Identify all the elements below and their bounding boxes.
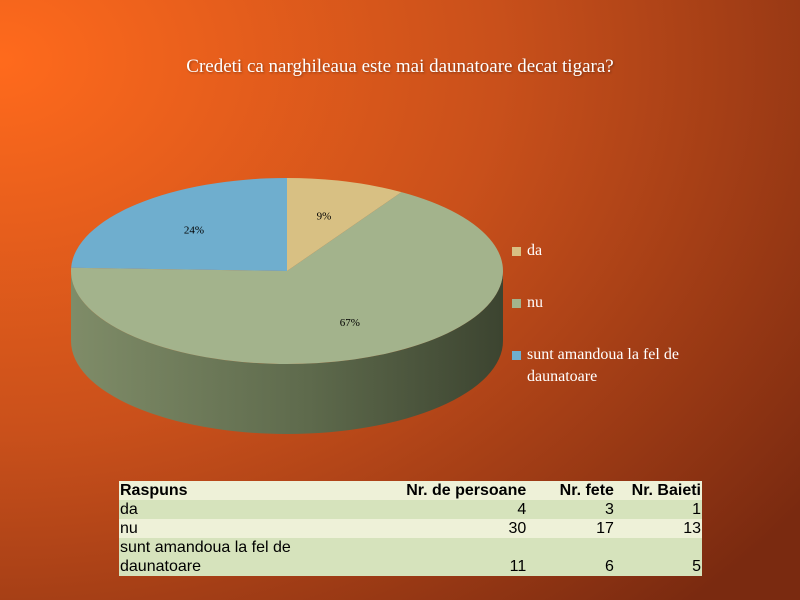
pie-side [71, 271, 503, 434]
legend-swatch-both [512, 351, 521, 360]
pie-slice-both [71, 178, 287, 271]
table-cell: 3 [527, 500, 615, 519]
table-header-cell: Nr. Baieti [614, 481, 702, 500]
table-cell: 4 [388, 500, 528, 519]
table-cell: 11 [388, 538, 528, 576]
table-cell: nu [119, 519, 389, 538]
table-header-cell: Nr. fete [527, 481, 615, 500]
table-cell: 5 [614, 538, 702, 576]
table-cell: 13 [614, 519, 702, 538]
pie-slice-nu [70, 192, 503, 364]
table-cell: da [119, 500, 389, 519]
legend-label-da: da [527, 242, 543, 259]
table-row: nu 30 17 13 [119, 519, 702, 538]
pie-label-da: 9% [317, 211, 332, 223]
responses-table: Raspuns Nr. de persoane Nr. fete Nr. Bai… [119, 481, 702, 576]
legend-label-nu: nu [527, 294, 543, 311]
chart-title: Credeti ca narghileaua este mai daunatoa… [186, 56, 614, 77]
legend-item-da: da [510, 240, 740, 262]
table-header-cell: Raspuns [119, 481, 389, 500]
legend-item-both: sunt amandoua la fel de daunatoare [510, 344, 740, 388]
legend-item-nu: nu [510, 292, 740, 314]
table-row: sunt amandoua la fel de daunatoare 11 6 5 [119, 538, 702, 576]
legend-swatch-nu [512, 299, 521, 308]
chart-legend: da nu sunt amandoua la fel de daunatoare [510, 240, 740, 418]
table-cell-line: sunt amandoua la fel de [120, 539, 291, 556]
table-header-row: Raspuns Nr. de persoane Nr. fete Nr. Bai… [119, 481, 702, 500]
pie-slice-da [287, 178, 402, 271]
table-cell: 1 [614, 500, 702, 519]
legend-swatch-da [512, 247, 521, 256]
table-cell-line: daunatoare [120, 558, 201, 575]
table-cell: 30 [388, 519, 528, 538]
table-cell: 6 [527, 538, 615, 576]
table-cell: sunt amandoua la fel de daunatoare [119, 538, 389, 576]
table-header-cell: Nr. de persoane [388, 481, 528, 500]
legend-label-both: sunt amandoua la fel de daunatoare [527, 346, 679, 385]
pie-label-both: 24% [184, 225, 204, 237]
table-row: da 4 3 1 [119, 500, 702, 519]
pie-label-nu: 67% [340, 317, 360, 329]
table-cell: 17 [527, 519, 615, 538]
